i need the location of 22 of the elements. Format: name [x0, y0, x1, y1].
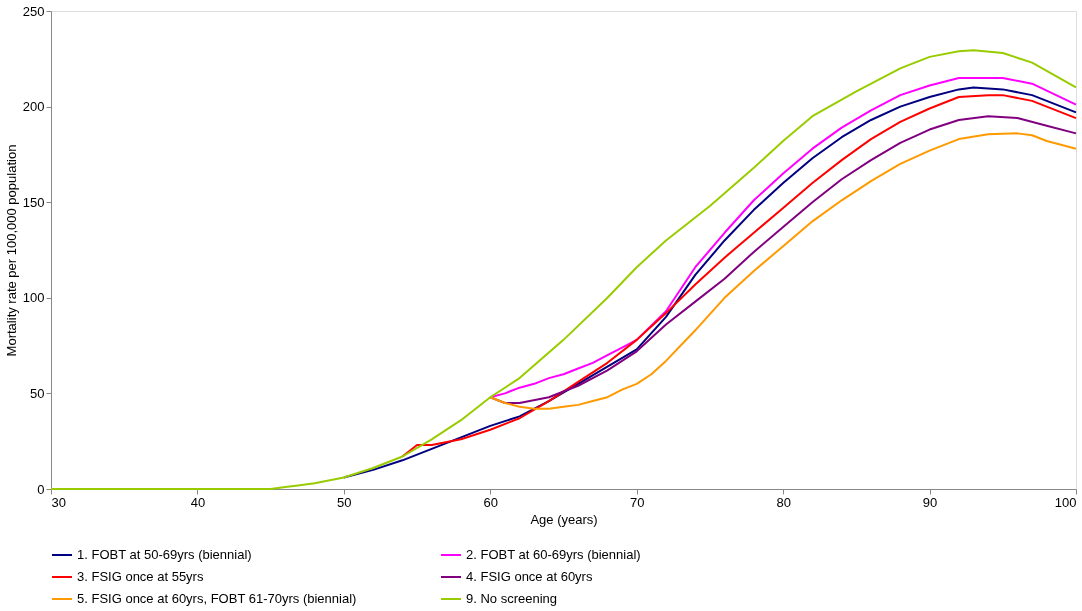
- y-tick-label: 0: [37, 481, 45, 497]
- x-tick-label: 90: [922, 494, 938, 510]
- legend-label: 4. FSIG once at 60yrs: [466, 569, 593, 584]
- legend-label: 9. No screening: [466, 591, 558, 606]
- legend-label: 3. FSIG once at 55yrs: [77, 569, 204, 584]
- y-tick-label: 100: [22, 290, 45, 306]
- x-tick-label: 70: [629, 494, 645, 510]
- x-tick-label: 100: [1054, 494, 1077, 510]
- x-tick-label: 80: [776, 494, 791, 510]
- legend-label: 2. FOBT at 60-69yrs (biennial): [466, 547, 641, 562]
- x-axis-title: Age (years): [530, 511, 598, 527]
- legend-label: 1. FOBT at 50-69yrs (biennial): [77, 547, 252, 562]
- x-tick-label: 40: [190, 494, 206, 510]
- x-tick-label: 50: [337, 494, 352, 510]
- y-tick-label: 200: [22, 99, 45, 115]
- y-tick-label: 150: [22, 194, 45, 210]
- y-tick-label: 250: [22, 3, 45, 19]
- legend-label: 5. FSIG once at 60yrs, FOBT 61-70yrs (biennial): [77, 591, 357, 606]
- y-axis-title: Mortality rate per 100,000 population: [3, 144, 19, 357]
- x-tick-label: 60: [483, 494, 499, 510]
- y-tick-label: 50: [30, 385, 45, 401]
- x-tick-label: 30: [51, 494, 66, 510]
